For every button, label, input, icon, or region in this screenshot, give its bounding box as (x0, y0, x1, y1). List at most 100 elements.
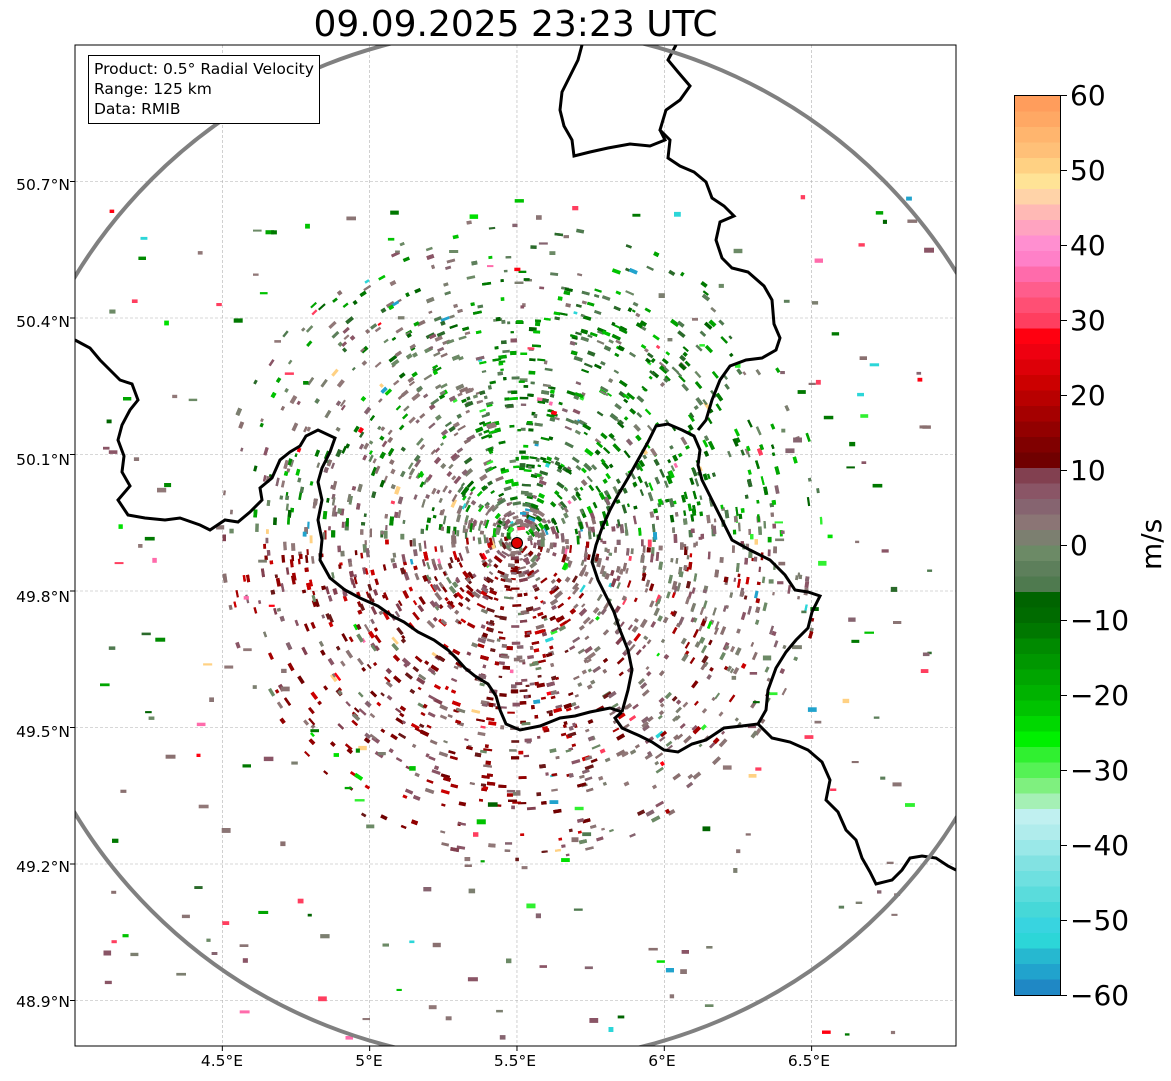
echo-gate (546, 519, 552, 524)
echo-gate (532, 494, 537, 499)
echo-gate (773, 640, 779, 648)
echo-gate (687, 424, 694, 431)
echo-gate (440, 830, 446, 834)
echo-gate (492, 522, 497, 527)
echo-gate (571, 575, 578, 583)
echo-gate (359, 431, 365, 438)
echo-gate (604, 757, 611, 763)
echo-gate (235, 641, 241, 649)
echo-gate (587, 334, 593, 339)
echo-gate (456, 530, 460, 537)
echo-gate (440, 316, 450, 322)
echo-gate (571, 351, 577, 355)
echo-gate (449, 314, 455, 319)
echo-gate (532, 584, 538, 589)
echo-gate (409, 688, 416, 695)
echo-gate (827, 534, 833, 539)
echo-gate (449, 556, 454, 564)
echo-gate (456, 591, 464, 600)
echo-gate (444, 421, 452, 428)
echo-gate (691, 587, 696, 594)
echo-gate (609, 412, 618, 421)
echo-gate (598, 492, 606, 501)
echo-gate (711, 524, 714, 529)
echo-gate (520, 403, 527, 406)
echo-gate (694, 478, 700, 487)
echo-gate (600, 432, 608, 440)
echo-gate (260, 568, 265, 578)
echo-gate (242, 575, 246, 582)
echo-gate (659, 468, 666, 478)
echo-gate (597, 330, 605, 335)
echo-gate (658, 561, 663, 570)
echo-gate (464, 857, 471, 862)
echo-gate (355, 748, 360, 753)
echo-gate (804, 581, 810, 589)
echo-gate (622, 487, 628, 494)
echo-gate (552, 542, 557, 548)
echo-gate (525, 684, 530, 688)
echo-gate (386, 694, 393, 701)
echo-gate (390, 557, 396, 563)
echo-gate (754, 619, 760, 625)
echo-gate (585, 787, 594, 793)
echo-gate (533, 530, 540, 538)
echo-gate (103, 950, 112, 956)
echo-gate (599, 390, 609, 397)
echo-gate (472, 591, 481, 599)
echo-gate (594, 438, 602, 445)
echo-gate (509, 553, 516, 558)
echo-gate (392, 552, 397, 558)
echo-gate (323, 770, 329, 775)
echo-gate (482, 594, 490, 601)
echo-gate (524, 491, 533, 497)
echo-gate (692, 725, 701, 735)
echo-gate (576, 273, 583, 277)
echo-gate (453, 432, 459, 437)
echo-gate (312, 590, 316, 596)
echo-gate (383, 530, 388, 539)
echo-gate (804, 735, 814, 739)
echo-gate (405, 331, 411, 336)
echo-gate (388, 447, 394, 455)
echo-gate (536, 552, 542, 558)
echo-gate (378, 610, 384, 616)
echo-gate (506, 793, 514, 797)
echo-gate (528, 428, 534, 432)
echo-gate (530, 503, 539, 509)
echo-gate (754, 539, 758, 545)
echo-gate (649, 370, 656, 376)
echo-gate (574, 528, 579, 535)
echo-gate (520, 305, 525, 309)
echo-gate (541, 801, 547, 805)
echo-gate (309, 481, 314, 486)
echo-gate (488, 255, 493, 260)
echo-gate (488, 571, 494, 576)
echo-gate (439, 714, 448, 720)
echo-gate (456, 413, 462, 419)
echo-gate (658, 293, 665, 298)
echo-gate (268, 687, 276, 697)
echo-gate (443, 740, 448, 744)
echo-gate (408, 462, 414, 470)
echo-gate (480, 608, 489, 615)
echo-gate (693, 405, 699, 411)
echo-gate (118, 524, 123, 529)
echo-gate (301, 327, 306, 332)
echo-gate (562, 724, 567, 729)
echo-gate (736, 849, 741, 854)
echo-gate (702, 826, 711, 832)
radar-site-marker[interactable] (511, 537, 523, 549)
echo-gate (370, 569, 376, 576)
echo-gate (681, 653, 689, 662)
echo-gate (331, 673, 336, 678)
echo-gate (517, 551, 522, 556)
echo-gate (414, 772, 420, 778)
echo-gate (463, 468, 474, 477)
echo-gate (322, 532, 326, 540)
echo-gate (611, 526, 616, 532)
echo-gate (567, 596, 572, 600)
echo-gate (501, 643, 508, 649)
echo-gate (584, 447, 594, 457)
